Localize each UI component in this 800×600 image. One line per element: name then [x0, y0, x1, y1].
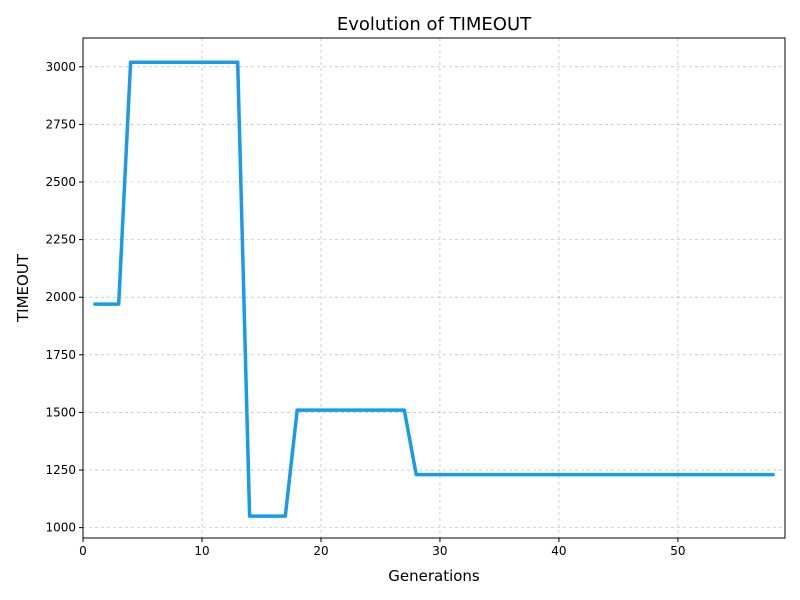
series-layer: [93, 60, 775, 518]
y-tick-label: 2750: [45, 117, 76, 131]
y-tick-label: 2000: [45, 290, 76, 304]
x-tick-label: 40: [551, 544, 566, 558]
x-tick-label: 20: [313, 544, 328, 558]
y-axis: 1000 1250 1500 1750 2000 2250 2500 2750 3000: [45, 60, 83, 535]
grid: [82, 38, 785, 538]
y-tick-label: 1500: [45, 405, 76, 419]
y-tick-label: 1000: [45, 521, 76, 535]
y-tick-label: 1750: [45, 348, 76, 362]
y-tick-label: 2500: [45, 175, 76, 189]
x-axis-title: Generations: [388, 567, 480, 585]
plot-frame: [82, 37, 786, 539]
x-tick-label: 0: [79, 544, 87, 558]
x-axis: 0 10 20 30 40 50: [79, 538, 686, 558]
x-tick-label: 50: [670, 544, 685, 558]
y-tick-label: 1250: [45, 463, 76, 477]
chart-title: Evolution of TIMEOUT: [337, 14, 532, 35]
y-tick-label: 2250: [45, 233, 76, 247]
x-tick-label: 30: [432, 544, 447, 558]
x-tick-label: 10: [194, 544, 209, 558]
series-line: [93, 60, 775, 518]
y-axis-title: TIMEOUT: [14, 253, 32, 323]
y-tick-label: 3000: [45, 60, 76, 74]
